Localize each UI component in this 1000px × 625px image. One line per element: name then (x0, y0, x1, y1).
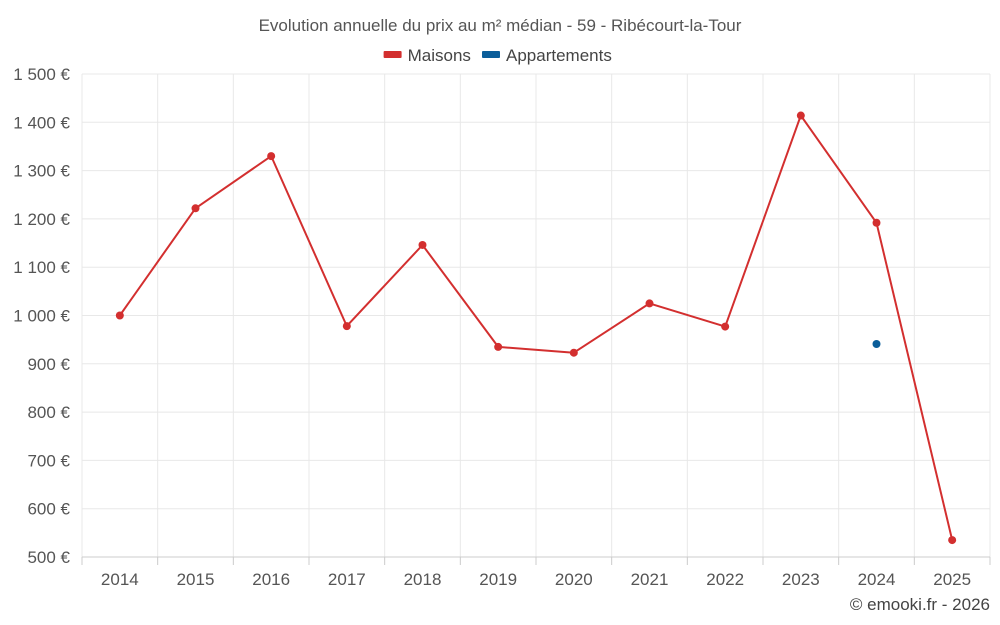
legend: Maisons Appartements (383, 46, 612, 65)
y-tick-label: 1 500 € (13, 65, 70, 84)
x-tick-label: 2025 (933, 570, 971, 589)
y-tick-label: 800 € (27, 403, 70, 422)
data-point-maisons[interactable] (115, 311, 124, 320)
data-point-maisons[interactable] (569, 348, 578, 357)
x-tick-label: 2021 (631, 570, 669, 589)
legend-item-appartements[interactable]: Appartements (482, 46, 612, 65)
x-tick-label: 2024 (858, 570, 896, 589)
data-point-maisons[interactable] (872, 218, 881, 227)
legend-item-maisons[interactable]: Maisons (383, 46, 471, 65)
x-axis: 2014 2015 2016 2017 2018 2019 2020 2021 2022 2023… (81, 556, 991, 589)
legend-swatch (482, 51, 500, 58)
data-point-maisons[interactable] (796, 111, 805, 120)
data-point-maisons[interactable] (342, 322, 351, 331)
series-line-maisons (118, 114, 954, 541)
x-tick-label: 2015 (177, 570, 215, 589)
y-tick-label: 1 100 € (13, 258, 70, 277)
y-tick-label: 500 € (27, 548, 70, 567)
y-tick-label: 600 € (27, 500, 70, 519)
x-tick-label: 2018 (404, 570, 442, 589)
y-axis: 500 € 600 € 700 € 800 € 900 € 1 000 € 1 100 € 1… (13, 65, 70, 567)
data-point-maisons[interactable] (418, 240, 427, 249)
x-tick-label: 2023 (782, 570, 820, 589)
chart-title: Evolution annuelle du prix au m² médian … (259, 16, 742, 35)
legend-label: Maisons (408, 46, 471, 65)
y-tick-label: 1 400 € (13, 113, 70, 132)
credit-text: © emooki.fr - 2026 (850, 595, 990, 614)
x-tick-label: 2014 (101, 570, 139, 589)
legend-label: Appartements (506, 46, 612, 65)
x-tick-label: 2022 (706, 570, 744, 589)
y-tick-label: 1 200 € (13, 210, 70, 229)
data-point-maisons[interactable] (645, 299, 654, 308)
data-point-maisons[interactable] (267, 152, 276, 161)
y-tick-label: 700 € (27, 451, 70, 470)
series-layer (115, 111, 957, 545)
legend-swatch (383, 51, 402, 58)
x-tick-label: 2016 (252, 570, 290, 589)
x-tick-label: 2017 (328, 570, 366, 589)
y-tick-label: 1 000 € (13, 307, 70, 326)
data-point-maisons[interactable] (191, 204, 200, 213)
data-point-maisons[interactable] (721, 322, 730, 331)
x-tick-label: 2019 (479, 570, 517, 589)
data-point-appartements[interactable] (872, 339, 881, 348)
data-point-maisons[interactable] (494, 342, 503, 351)
data-point-maisons[interactable] (948, 536, 957, 545)
y-tick-label: 1 300 € (13, 162, 70, 181)
x-tick-label: 2020 (555, 570, 593, 589)
grid (81, 73, 991, 558)
y-tick-label: 900 € (27, 355, 70, 374)
